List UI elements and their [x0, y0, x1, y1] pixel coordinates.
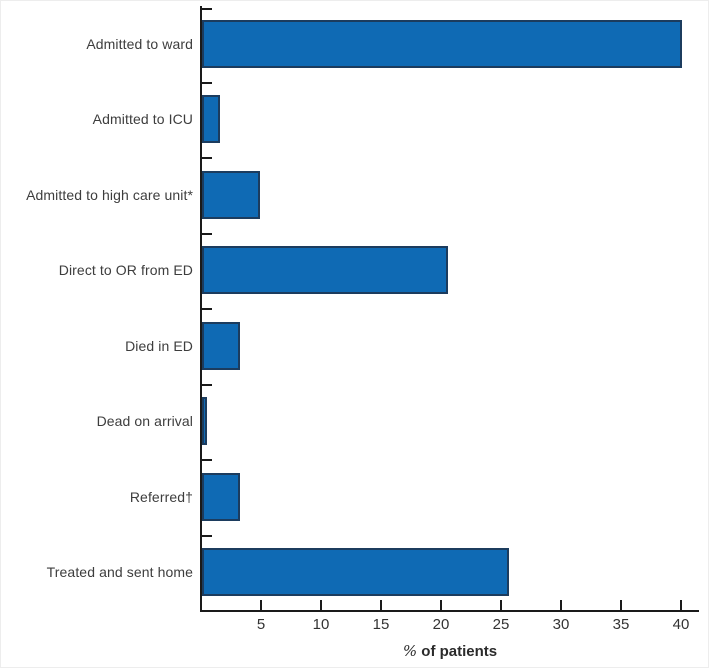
x-tick-label-20: 20 — [432, 616, 450, 633]
y-axis-tick — [202, 81, 212, 84]
bar-died-in-ed — [202, 321, 241, 370]
bar-admitted-to-high-care-unit — [202, 170, 260, 219]
bar-referred — [202, 472, 241, 521]
x-tick-label-10: 10 — [312, 616, 330, 633]
y-axis-tick — [202, 308, 212, 310]
x-axis-tick-40 — [680, 600, 682, 610]
category-label-died-in-ed: Died in ED — [125, 337, 193, 354]
x-tick-label-30: 30 — [552, 616, 570, 633]
x-axis-title-text: of patients — [417, 643, 498, 660]
x-tick-label-15: 15 — [372, 616, 390, 633]
bar-admitted-to-ward — [202, 19, 682, 68]
category-label-admitted-to-icu: Admitted to ICU — [92, 111, 193, 128]
x-tick-label-5: 5 — [256, 616, 266, 633]
percent-symbol: % — [402, 642, 418, 660]
y-axis-line — [200, 6, 202, 612]
y-axis-tick — [202, 534, 212, 537]
x-axis-tick-30 — [560, 600, 562, 610]
bar-treated-and-sent-home — [202, 548, 510, 597]
x-tick-label-35: 35 — [612, 616, 630, 633]
x-axis-tick-15 — [380, 600, 382, 610]
x-axis-title: % of patients — [201, 642, 699, 660]
x-axis-tick-5 — [260, 600, 262, 610]
y-axis-top-tick — [202, 8, 212, 10]
bar-admitted-to-icu — [202, 95, 220, 144]
category-label-treated-and-sent-home: Treated and sent home — [46, 564, 193, 581]
x-axis-tick-25 — [500, 600, 502, 610]
y-axis-tick — [202, 459, 212, 461]
y-axis-tick — [202, 383, 212, 386]
x-tick-label-25: 25 — [492, 616, 510, 633]
bar-direct-to-or-from-ed — [202, 246, 448, 295]
category-label-referred: Referred† — [129, 488, 193, 505]
bar-dead-on-arrival — [202, 397, 207, 446]
y-axis-tick — [202, 157, 212, 159]
y-axis-tick — [202, 232, 212, 235]
x-axis-tick-20 — [440, 600, 442, 610]
x-axis-tick-10 — [320, 600, 322, 610]
category-label-direct-to-or-from-ed: Direct to OR from ED — [58, 262, 193, 279]
x-tick-label-40: 40 — [672, 616, 690, 633]
category-label-admitted-to-ward: Admitted to ward — [86, 35, 193, 52]
x-axis-line — [200, 610, 699, 612]
category-label-dead-on-arrival: Dead on arrival — [96, 413, 193, 430]
x-axis-tick-35 — [620, 600, 622, 610]
category-label-admitted-to-high-care-unit: Admitted to high care unit* — [26, 186, 193, 203]
